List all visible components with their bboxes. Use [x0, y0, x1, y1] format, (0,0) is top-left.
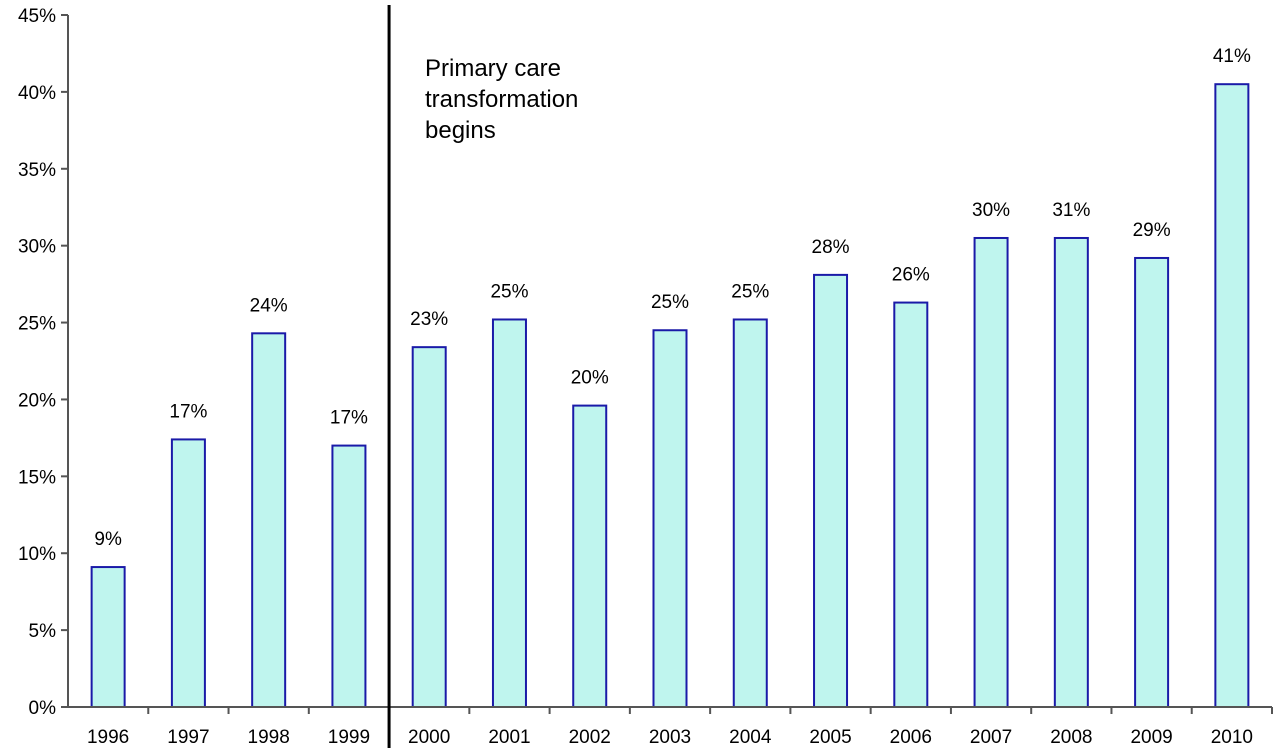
- data-label-2002: 20%: [571, 368, 609, 389]
- bar-2006: [893, 301, 929, 708]
- annotation-line-1: Primary care: [425, 55, 561, 82]
- bar-1998: [251, 332, 287, 708]
- bar-2001: [491, 318, 527, 708]
- data-label-2000: 23%: [410, 309, 448, 330]
- bar-2005: [813, 273, 849, 708]
- data-label-1997: 17%: [169, 401, 207, 422]
- bar-2000: [411, 346, 447, 708]
- bar-1996: [90, 566, 126, 708]
- data-label-2005: 28%: [812, 237, 850, 258]
- bar-1999: [331, 444, 367, 708]
- data-label-1996: 9%: [94, 529, 122, 550]
- bar-2010: [1214, 83, 1250, 708]
- data-label-2004: 25%: [731, 281, 769, 302]
- data-label-2009: 29%: [1133, 220, 1171, 241]
- y-tick-label: 0%: [29, 698, 57, 719]
- x-tick-label-2007: 2007: [970, 727, 1012, 748]
- data-label-1999: 17%: [330, 408, 368, 429]
- x-tick-label-2005: 2005: [809, 727, 851, 748]
- data-label-2003: 25%: [651, 292, 689, 313]
- y-tick-label: 25%: [18, 314, 56, 335]
- x-tick-label-2009: 2009: [1130, 727, 1172, 748]
- x-tick-label-1998: 1998: [248, 727, 290, 748]
- data-labels: 9% 17% 24% 17% 23% 25% 20% 25% 25% 28% 26% 30% 31% 29…: [94, 46, 1251, 550]
- x-axis: 1996 1997 1998 1999 2000 2001 2002 2003 2004 2005…: [68, 706, 1273, 748]
- data-label-1998: 24%: [250, 295, 288, 316]
- annotation-line-2: transformation: [425, 86, 578, 113]
- y-tick-label: 35%: [18, 160, 56, 181]
- data-label-2001: 25%: [490, 281, 528, 302]
- bar-1997: [170, 438, 206, 708]
- x-tick-label-2004: 2004: [729, 727, 772, 748]
- annotation-text: Primary care transformation begins: [425, 55, 585, 144]
- bar-2008: [1053, 236, 1089, 708]
- x-tick-label-2002: 2002: [569, 727, 611, 748]
- x-tick-label-1996: 1996: [87, 727, 129, 748]
- x-tick-label-2001: 2001: [488, 727, 530, 748]
- bar-2003: [652, 329, 688, 708]
- y-tick-label: 5%: [29, 621, 57, 642]
- y-tick-label: 20%: [18, 390, 56, 411]
- y-tick-label: 40%: [18, 83, 56, 104]
- y-axis: 0% 5% 10% 15% 20% 25% 30% 35% 40% 45%: [18, 6, 69, 719]
- data-label-2006: 26%: [892, 265, 930, 286]
- x-tick-label-1997: 1997: [167, 727, 209, 748]
- annotation-line-3: begins: [425, 117, 496, 144]
- y-tick-label: 30%: [18, 237, 56, 258]
- bar-2007: [973, 236, 1009, 708]
- bar-2002: [572, 404, 608, 708]
- x-tick-label-2010: 2010: [1211, 727, 1253, 748]
- x-tick-label-2008: 2008: [1050, 727, 1092, 748]
- x-tick-label-2006: 2006: [890, 727, 932, 748]
- bar-2009: [1134, 256, 1170, 708]
- bars: [90, 83, 1250, 708]
- data-label-2007: 30%: [972, 200, 1010, 221]
- data-label-2008: 31%: [1052, 200, 1090, 221]
- bar-2004: [732, 318, 768, 708]
- data-label-2010: 41%: [1213, 46, 1251, 67]
- y-tick-label: 45%: [18, 6, 56, 27]
- x-tick-label-2000: 2000: [408, 727, 450, 748]
- y-tick-label: 15%: [18, 467, 56, 488]
- y-tick-label: 10%: [18, 544, 56, 565]
- x-tick-label-1999: 1999: [328, 727, 370, 748]
- x-tick-label-2003: 2003: [649, 727, 691, 748]
